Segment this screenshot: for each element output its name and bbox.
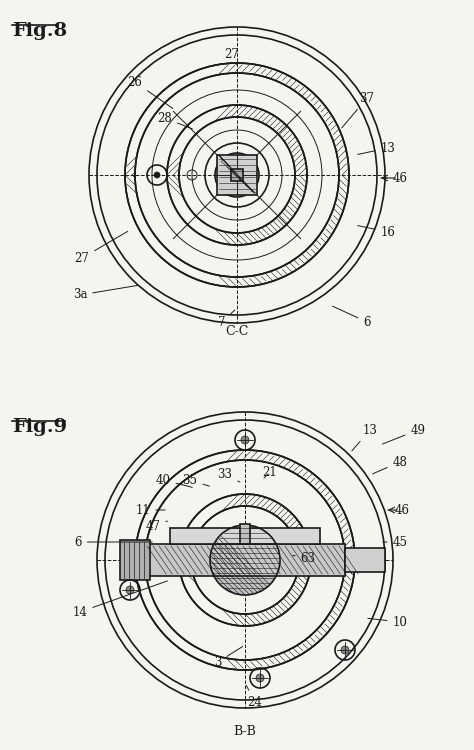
Text: Fig.9: Fig.9 bbox=[12, 418, 67, 436]
Circle shape bbox=[241, 436, 249, 444]
Text: 16: 16 bbox=[358, 226, 395, 238]
Text: 26: 26 bbox=[128, 76, 173, 109]
Text: 48: 48 bbox=[373, 455, 408, 474]
Circle shape bbox=[341, 646, 349, 654]
Text: 40: 40 bbox=[155, 473, 192, 488]
Text: 35: 35 bbox=[182, 473, 210, 487]
Bar bbox=[145, 544, 345, 576]
Text: Fig.8: Fig.8 bbox=[12, 22, 67, 40]
Bar bbox=[345, 548, 385, 572]
Text: 6: 6 bbox=[333, 306, 371, 328]
Polygon shape bbox=[210, 525, 280, 595]
Text: C-C: C-C bbox=[225, 325, 249, 338]
Text: 45: 45 bbox=[383, 536, 408, 548]
Bar bbox=[170, 528, 320, 544]
Text: 37: 37 bbox=[342, 92, 374, 128]
Text: 13: 13 bbox=[352, 424, 377, 451]
Text: 49: 49 bbox=[383, 424, 426, 444]
Text: 33: 33 bbox=[218, 469, 240, 482]
Circle shape bbox=[256, 674, 264, 682]
Text: B-B: B-B bbox=[234, 725, 256, 738]
Text: 7: 7 bbox=[218, 310, 235, 328]
Text: 46: 46 bbox=[388, 503, 410, 517]
Text: 14: 14 bbox=[73, 581, 167, 619]
Bar bbox=[231, 169, 243, 181]
Text: 27: 27 bbox=[74, 232, 128, 265]
Text: 10: 10 bbox=[368, 616, 408, 628]
Text: 3a: 3a bbox=[73, 286, 137, 302]
Text: 63: 63 bbox=[293, 551, 316, 565]
Text: 21: 21 bbox=[263, 466, 277, 478]
Circle shape bbox=[126, 586, 134, 594]
Text: 6: 6 bbox=[74, 536, 152, 548]
Text: 46: 46 bbox=[381, 172, 408, 184]
Text: 47: 47 bbox=[146, 520, 167, 533]
Text: 11: 11 bbox=[136, 503, 165, 517]
Text: 27: 27 bbox=[225, 49, 239, 65]
Text: 24: 24 bbox=[246, 686, 263, 709]
Bar bbox=[240, 524, 250, 544]
Text: 28: 28 bbox=[158, 112, 192, 129]
Bar bbox=[120, 540, 150, 580]
Bar bbox=[217, 155, 257, 195]
Text: 13: 13 bbox=[358, 142, 395, 154]
Circle shape bbox=[154, 172, 160, 178]
Text: 3: 3 bbox=[214, 646, 243, 668]
